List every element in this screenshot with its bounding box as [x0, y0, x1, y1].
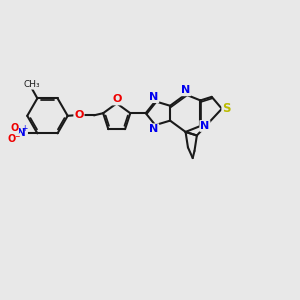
Text: CH₃: CH₃: [24, 80, 40, 89]
Text: O⁻: O⁻: [8, 134, 21, 144]
Text: +: +: [21, 124, 28, 133]
Text: N: N: [149, 124, 158, 134]
Text: N: N: [149, 92, 158, 102]
Text: S: S: [222, 102, 231, 115]
Text: O: O: [74, 110, 84, 120]
Text: O: O: [10, 123, 19, 133]
Text: N: N: [200, 121, 209, 131]
Text: O: O: [112, 94, 122, 104]
Text: N: N: [17, 128, 26, 138]
Text: N: N: [181, 85, 190, 95]
